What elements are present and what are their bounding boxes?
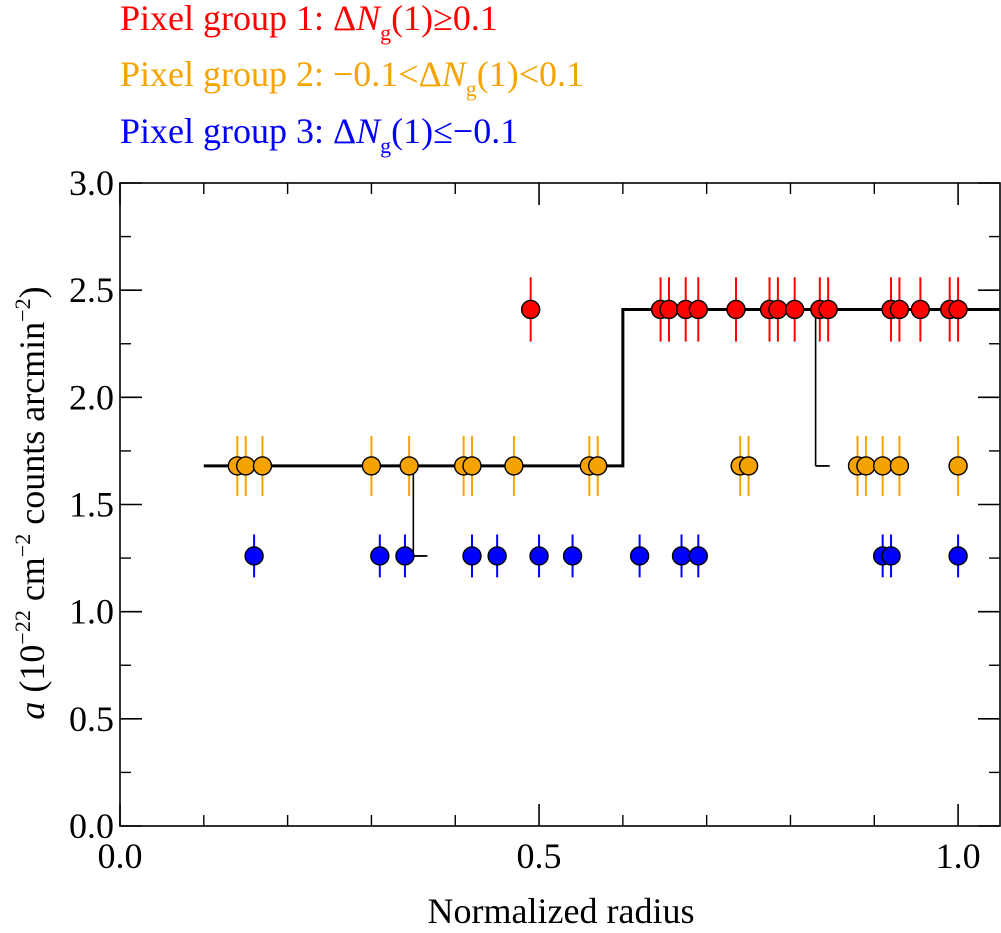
data-point (659, 299, 679, 320)
data-point (395, 546, 415, 566)
data-point (671, 546, 692, 566)
y-tick-label: 1.0 (69, 592, 114, 632)
model-step-line (203, 307, 1000, 468)
y-tick-label: 1.5 (69, 485, 114, 525)
data-point (948, 299, 968, 320)
legend: Pixel group 1: ΔNg(1)≥0.1 Pixel group 2: … (120, 0, 584, 158)
series-group-2 (227, 435, 968, 496)
data-point (948, 546, 968, 566)
y-tick-label: 2.0 (69, 377, 114, 417)
axes: 0.0 0.5 1.0 0.0 0.5 1.0 1.5 2.0 2.5 3.0 (69, 163, 1001, 876)
data-point (856, 456, 876, 476)
data-point (244, 546, 264, 566)
y-tick-label: 3.0 (69, 163, 114, 203)
series-group-3 (244, 534, 968, 578)
y-tick-label: 0.5 (69, 699, 114, 739)
plot-area (203, 277, 1000, 578)
data-point (726, 299, 746, 320)
legend-entry-3: Pixel group 3: ΔNg(1)≤−0.1 (120, 111, 518, 158)
data-point (520, 299, 541, 320)
data-point (688, 546, 708, 566)
x-axis-label: Normalized radius (428, 891, 695, 931)
data-point (948, 456, 968, 476)
data-point (562, 546, 583, 566)
data-point (872, 456, 893, 476)
data-point (399, 456, 419, 476)
series-group-1 (520, 277, 968, 342)
legend-entry-1: Pixel group 1: ΔNg(1)≥0.1 (120, 0, 498, 45)
data-point (504, 456, 524, 476)
data-point (252, 456, 273, 476)
data-point (889, 299, 910, 320)
data-point (738, 456, 759, 476)
data-point (462, 546, 482, 566)
data-point (629, 546, 650, 566)
data-point (768, 299, 788, 320)
data-point (361, 456, 382, 476)
data-point (236, 456, 256, 476)
y-tick-label: 2.5 (69, 270, 114, 310)
x-tick-label: 1.0 (936, 836, 981, 876)
plot-frame (119, 182, 1001, 827)
y-tick-label: 0.0 (69, 806, 114, 846)
data-point (818, 299, 838, 320)
data-point (784, 299, 805, 320)
data-point (881, 546, 901, 566)
data-point (588, 456, 608, 476)
data-point (462, 456, 482, 476)
x-tick-label: 0.5 (517, 836, 562, 876)
data-point (529, 546, 549, 566)
data-point (370, 546, 390, 566)
legend-entry-2: Pixel group 2: −0.1<ΔNg(1)<0.1 (120, 54, 584, 101)
data-point (688, 299, 708, 320)
data-point (487, 546, 507, 566)
y-axis-label: a (10−22 cm−2 counts arcmin−2) (10, 286, 52, 719)
data-point (910, 299, 931, 320)
x-tick-label: 0.0 (98, 836, 143, 876)
data-point (889, 456, 910, 476)
